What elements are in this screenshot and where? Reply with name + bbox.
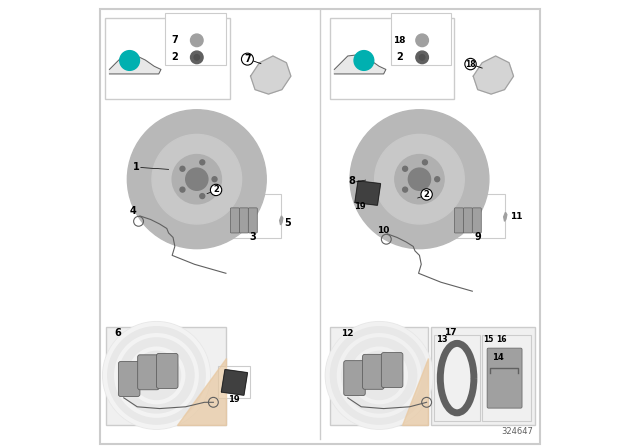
Text: 13: 13 (436, 335, 447, 344)
Circle shape (172, 155, 221, 204)
Text: 19: 19 (228, 395, 240, 404)
Polygon shape (334, 55, 386, 74)
FancyBboxPatch shape (157, 353, 178, 388)
Text: 3: 3 (250, 233, 256, 242)
Circle shape (120, 51, 140, 70)
FancyBboxPatch shape (362, 354, 384, 389)
FancyBboxPatch shape (449, 194, 505, 238)
FancyBboxPatch shape (431, 327, 535, 425)
FancyBboxPatch shape (100, 9, 540, 444)
FancyBboxPatch shape (344, 361, 365, 396)
Circle shape (152, 134, 242, 224)
FancyBboxPatch shape (138, 355, 159, 390)
FancyBboxPatch shape (165, 13, 226, 65)
FancyBboxPatch shape (435, 335, 480, 421)
Text: 2: 2 (424, 190, 429, 199)
Text: 18: 18 (465, 60, 476, 69)
Text: 7: 7 (244, 54, 251, 64)
Circle shape (180, 166, 185, 171)
Circle shape (419, 55, 425, 60)
Polygon shape (473, 56, 513, 94)
Text: 14: 14 (492, 353, 503, 362)
FancyBboxPatch shape (230, 208, 239, 233)
Circle shape (435, 177, 440, 182)
Circle shape (191, 34, 203, 47)
FancyBboxPatch shape (225, 194, 281, 238)
Text: 18: 18 (394, 36, 406, 45)
Circle shape (395, 155, 444, 204)
Text: 1: 1 (133, 162, 140, 172)
Circle shape (180, 187, 185, 192)
Text: 9: 9 (474, 233, 481, 242)
Polygon shape (355, 181, 380, 205)
Text: 7: 7 (171, 35, 178, 45)
Text: 5: 5 (284, 218, 291, 228)
FancyBboxPatch shape (118, 362, 140, 396)
Circle shape (103, 322, 210, 429)
Text: 2: 2 (171, 52, 178, 62)
Text: 10: 10 (376, 226, 389, 235)
Circle shape (127, 110, 266, 249)
Text: 15: 15 (483, 335, 493, 344)
FancyBboxPatch shape (381, 353, 403, 388)
Polygon shape (177, 358, 226, 425)
Text: 16: 16 (497, 335, 507, 344)
Polygon shape (221, 370, 248, 395)
Circle shape (350, 110, 489, 249)
Text: 324647: 324647 (501, 427, 533, 436)
Polygon shape (401, 358, 428, 425)
Text: 2: 2 (396, 52, 403, 62)
Circle shape (191, 51, 203, 64)
FancyBboxPatch shape (482, 335, 531, 421)
Circle shape (200, 194, 205, 198)
Text: 2: 2 (213, 185, 219, 194)
Circle shape (186, 168, 208, 190)
Text: 8: 8 (348, 176, 355, 186)
FancyBboxPatch shape (330, 18, 454, 99)
Text: 12: 12 (342, 329, 354, 338)
Polygon shape (280, 216, 283, 225)
Circle shape (325, 322, 433, 429)
Text: 11: 11 (510, 212, 522, 221)
FancyBboxPatch shape (105, 18, 230, 99)
Polygon shape (504, 212, 507, 221)
Text: 6: 6 (114, 328, 121, 338)
FancyBboxPatch shape (248, 208, 257, 233)
Circle shape (416, 51, 428, 64)
Text: 17: 17 (445, 328, 457, 337)
Text: 4: 4 (129, 207, 136, 216)
Text: 19: 19 (355, 202, 366, 211)
Circle shape (194, 55, 200, 60)
Polygon shape (109, 55, 161, 74)
Circle shape (374, 134, 464, 224)
Circle shape (354, 51, 374, 70)
Circle shape (403, 166, 408, 171)
Circle shape (408, 168, 431, 190)
Circle shape (200, 160, 205, 165)
Polygon shape (251, 56, 291, 94)
FancyBboxPatch shape (391, 13, 451, 65)
FancyBboxPatch shape (106, 327, 226, 425)
FancyBboxPatch shape (454, 208, 463, 233)
FancyBboxPatch shape (463, 208, 472, 233)
FancyBboxPatch shape (239, 208, 248, 233)
FancyBboxPatch shape (472, 208, 481, 233)
Circle shape (212, 177, 217, 182)
FancyBboxPatch shape (218, 366, 250, 398)
Circle shape (422, 194, 428, 198)
Circle shape (403, 187, 408, 192)
Circle shape (416, 34, 428, 47)
FancyBboxPatch shape (487, 348, 522, 408)
FancyBboxPatch shape (330, 327, 428, 425)
Circle shape (422, 160, 428, 165)
